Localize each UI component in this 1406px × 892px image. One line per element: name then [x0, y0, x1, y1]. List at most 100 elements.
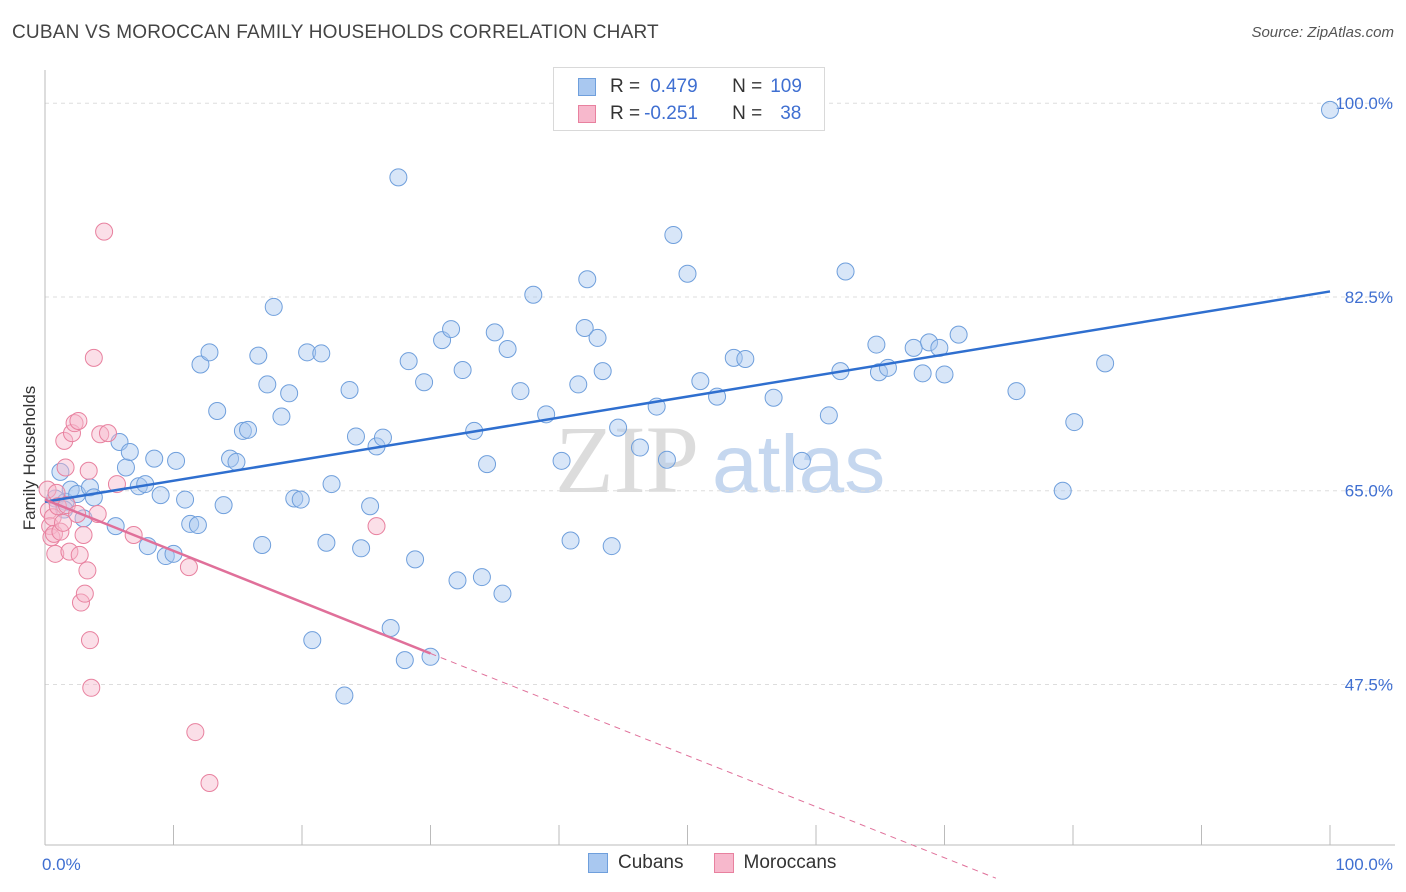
moroccan-point [91, 425, 110, 444]
cubans-swatch [578, 78, 596, 96]
cuban-point [340, 380, 359, 399]
n-label: N = [732, 103, 763, 124]
legend-item-moroccans: Moroccans [713, 852, 836, 874]
cuban-point [478, 455, 497, 474]
x-tick-label: 100.0% [1335, 855, 1393, 874]
watermark-atlas: atlas [712, 419, 885, 510]
moroccans-legend-swatch [713, 853, 734, 873]
cubans-legend-swatch [588, 853, 608, 873]
cuban-point [764, 388, 783, 407]
cubans-trend-line [44, 290, 1331, 504]
cuban-point [836, 262, 855, 281]
cuban-point [691, 372, 710, 391]
cuban-point [335, 686, 354, 705]
cuban-point [569, 375, 588, 394]
cuban-point [298, 343, 317, 362]
cuban-point [346, 427, 365, 446]
moroccan-point [70, 545, 89, 564]
moroccan-point [367, 517, 386, 536]
moroccan-point [78, 561, 97, 580]
r-value-cubans: 0.479 [650, 76, 698, 97]
moroccan-point [84, 348, 103, 367]
cuban-point [312, 344, 331, 363]
cuban-point [1065, 413, 1084, 432]
cuban-point [272, 407, 291, 426]
moroccan-point [80, 631, 99, 650]
cuban-point [664, 225, 683, 244]
moroccan-point [82, 678, 101, 697]
moroccan-point [79, 461, 98, 480]
cuban-point [214, 496, 233, 515]
cubans-points [46, 100, 1339, 705]
cuban-point [867, 335, 886, 354]
cuban-point [578, 270, 597, 289]
cuban-point [1007, 382, 1026, 401]
cuban-point [1053, 481, 1072, 500]
cuban-point [935, 365, 954, 384]
cuban-point [869, 363, 888, 382]
moroccan-point [46, 544, 65, 563]
cuban-point [322, 475, 341, 494]
cuban-point [145, 449, 164, 468]
cuban-point [352, 539, 371, 558]
cuban-point [208, 402, 227, 420]
cuban-point [904, 338, 923, 357]
cuban-point [511, 382, 530, 401]
cuban-point [1096, 354, 1115, 373]
cuban-point [448, 571, 467, 590]
moroccan-point [200, 774, 219, 792]
x-tick-labels: 0.0% 100.0% [42, 855, 1393, 874]
cuban-point [792, 451, 811, 470]
cuban-point [920, 333, 939, 352]
cuban-point [280, 384, 299, 403]
cuban-point [253, 535, 272, 554]
cuban-point [395, 651, 414, 670]
cuban-point [593, 362, 612, 381]
cuban-point [415, 373, 434, 392]
x-tick-label: 0.0% [42, 855, 81, 874]
y-tick-label: 82.5% [1345, 288, 1393, 307]
cuban-point [630, 438, 649, 457]
cuban-point [291, 490, 310, 509]
cuban-point [736, 349, 755, 368]
cuban-point [317, 533, 336, 552]
moroccans-trend-extension [430, 652, 997, 879]
cuban-point [453, 361, 472, 380]
trend-lines [44, 290, 1331, 879]
watermark-zip: ZIP [555, 406, 699, 513]
cuban-point [389, 168, 408, 187]
moroccans-trend-line [44, 498, 431, 655]
cuban-point [120, 442, 139, 461]
n-value-moroccans: 38 [780, 103, 802, 124]
moroccan-point [179, 558, 198, 577]
r-value-moroccans: -0.251 [644, 103, 698, 124]
legend-label-cubans: Cubans [618, 852, 684, 873]
cuban-point [233, 421, 252, 440]
axes [44, 70, 1395, 846]
stats-legend-cubans: R = 0.479 N = 109 [578, 74, 802, 100]
moroccan-point [55, 431, 74, 450]
cuban-point [227, 452, 246, 471]
cuban-point [151, 486, 170, 505]
moroccan-point [98, 424, 117, 443]
cuban-point [264, 297, 283, 316]
cuban-point [239, 420, 258, 439]
y-tick-label: 47.5% [1345, 675, 1393, 694]
r-label: R = [610, 76, 641, 97]
y-tick-label: 100.0% [1335, 94, 1393, 113]
n-label: N = [732, 76, 763, 97]
cuban-point [498, 340, 517, 358]
cuban-point [191, 355, 210, 374]
cuban-point [588, 328, 607, 347]
moroccan-point [75, 584, 94, 603]
chart-title: CUBAN VS MOROCCAN FAMILY HOUSEHOLDS CORR… [12, 22, 659, 43]
moroccan-point [53, 513, 72, 532]
cuban-point [724, 348, 743, 367]
moroccan-point [71, 593, 90, 612]
moroccan-point [56, 458, 75, 477]
moroccan-point [186, 723, 205, 742]
n-value-cubans: 109 [770, 76, 802, 97]
cuban-point [913, 364, 932, 383]
legend-item-cubans: Cubans [588, 852, 684, 874]
